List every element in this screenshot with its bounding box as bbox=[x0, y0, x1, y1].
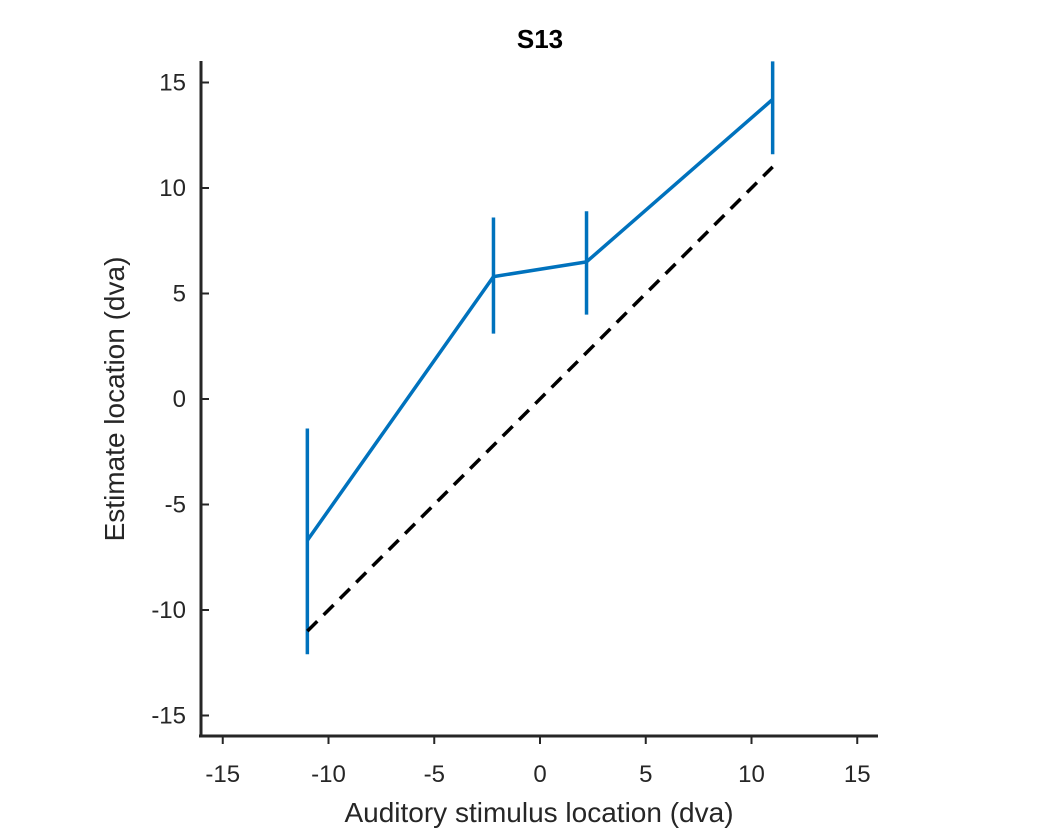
x-tick-label: -10 bbox=[311, 761, 346, 788]
x-tick-label: 0 bbox=[533, 761, 546, 788]
y-tick-label: 0 bbox=[173, 386, 186, 413]
y-tick-label: -5 bbox=[165, 492, 186, 519]
x-tick-label: 10 bbox=[738, 761, 765, 788]
plot-area bbox=[305, 61, 775, 655]
y-tick-label: -15 bbox=[151, 703, 186, 730]
y-ticks: -15 -10 -5 0 5 10 15 bbox=[151, 70, 209, 730]
chart-title: S13 bbox=[517, 24, 563, 54]
x-tick-label: -15 bbox=[205, 761, 240, 788]
x-tick-label: 5 bbox=[639, 761, 652, 788]
identity-dashed-line bbox=[306, 165, 774, 633]
y-tick-label: 5 bbox=[173, 281, 186, 308]
y-axis-label: Estimate location (dva) bbox=[99, 257, 130, 542]
y-tick-label: 10 bbox=[159, 175, 186, 202]
x-tick-label: 15 bbox=[844, 761, 871, 788]
x-ticks: -15 -10 -5 0 5 10 15 bbox=[205, 736, 871, 788]
y-tick-label: 15 bbox=[159, 70, 186, 97]
y-tick-label: -10 bbox=[151, 597, 186, 624]
estimate-line bbox=[305, 98, 774, 542]
x-axis-label: Auditory stimulus location (dva) bbox=[344, 797, 733, 828]
x-tick-label: -5 bbox=[424, 761, 445, 788]
